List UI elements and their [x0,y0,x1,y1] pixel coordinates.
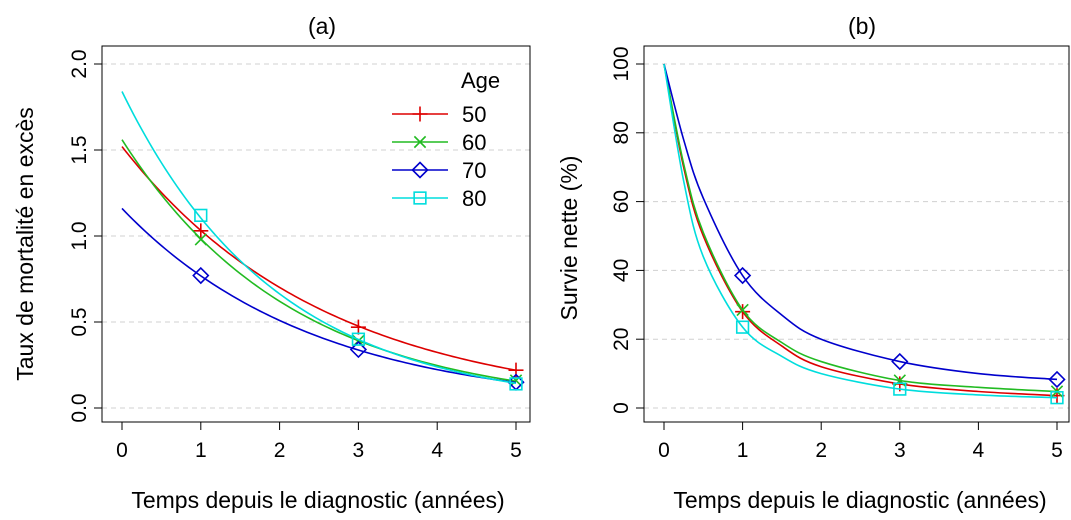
panel-a-ytick-label-4: 2.0 [68,49,91,78]
legend-marker-70 [411,161,429,179]
legend-marker-50 [412,106,428,122]
panel-a-xtick-label-4: 4 [431,439,443,462]
panel-a-plot-frame [101,45,531,423]
panel-b-point-70-0 [733,266,752,285]
panel-b-ytick-label-4: 80 [610,121,633,144]
panel-b-ytick-label-0: 0 [610,402,633,414]
panel-a-ytick-label-0: 0.0 [68,393,91,422]
panel-b-point-70-2 [1048,370,1066,389]
panel-b-point-60-1 [893,374,906,387]
panel-b-xtick-label-4: 4 [973,439,985,462]
legend-title: Age [461,68,500,93]
panel-b-xtick-label-3: 3 [894,439,906,462]
panel-b-ytick-label-5: 100 [610,46,633,81]
panel-a-xtick-label-0: 0 [116,439,128,462]
panel-a-line-50 [121,146,517,372]
panel-a-xlabel: Temps depuis le diagnostic (années) [131,487,504,513]
panel-b-ytick-label-1: 20 [610,328,633,351]
panel-b-line-50 [663,63,1058,397]
panel-b-point-60-0 [736,303,749,317]
panel-b: (b) Temps depuis le diagnostic (années) … [556,13,1070,513]
panel-b-title: (b) [848,13,876,39]
panel-a-point-60-0 [194,233,207,246]
panel-a-series-50 [121,146,524,378]
panel-b-series-70 [663,63,1066,389]
panel-b-point-70-1 [891,352,909,371]
panel-b-xlabel: Temps depuis le diagnostic (années) [673,487,1046,513]
panel-a-line-60 [121,139,517,383]
panel-a-point-80-0 [194,208,208,223]
panel-a-point-80-2 [509,377,523,391]
panel-b-xtick-label-5: 5 [1051,439,1063,462]
panel-b-line-60 [663,63,1058,393]
panel-b-plot-frame [643,45,1070,423]
panel-a-point-70-1 [349,340,368,359]
panel-a-xtick-label-1: 1 [195,439,207,462]
legend-marker-60 [413,135,427,149]
legend-label-50: 50 [462,102,486,127]
legend-label-60: 60 [462,130,486,155]
legend-label-80: 80 [462,186,486,211]
panel-b-xtick-label-1: 1 [737,439,749,462]
panel-b-line-80 [663,63,1058,399]
panel-a-point-70-0 [192,266,210,285]
panel-a-point-50-0 [193,223,209,239]
panel-b-point-50-0 [735,304,751,320]
panel-a-ylabel: Taux de mortalité en excès [12,107,38,381]
legend-marker-80 [413,191,427,205]
panel-a-ytick-label-2: 1.0 [68,221,91,250]
panel-a-point-50-1 [350,319,366,335]
panel-b-series-80 [663,63,1064,405]
panel-a-title: (a) [308,13,336,39]
panel-a-line-80 [121,91,517,385]
panel-b-xtick-label-2: 2 [815,439,827,462]
panel-b-ytick-label-3: 60 [610,190,633,213]
panel-b-xtick-label-0: 0 [658,439,670,462]
panel-a-series-80 [121,91,523,391]
panel-b-point-80-0 [735,320,750,334]
panel-b-point-80-1 [893,382,907,396]
panel-a-point-60-2 [509,374,523,387]
legend-label-70: 70 [462,158,486,183]
panel-a-point-80-1 [351,332,366,346]
panel-a: (a) Temps depuis le diagnostic (années) … [12,13,531,513]
panel-b-ylabel: Survie nette (%) [556,156,582,321]
panel-b-point-80-2 [1050,391,1064,405]
panel-a-xtick-label-2: 2 [274,439,286,462]
panel-a-ytick-label-1: 0.5 [68,307,91,336]
panel-a-ytick-label-3: 1.5 [68,135,91,164]
panel-b-line-70 [663,63,1058,381]
panel-a-series-60 [121,139,523,387]
panel-a-legend: Age 50 60 70 80 [392,68,500,211]
panel-a-xtick-label-3: 3 [353,439,365,462]
panel-a-line-70 [121,207,517,384]
panel-b-series-60 [663,63,1064,398]
panel-b-ytick-label-2: 40 [610,259,633,282]
panel-a-xtick-label-5: 5 [510,439,522,462]
